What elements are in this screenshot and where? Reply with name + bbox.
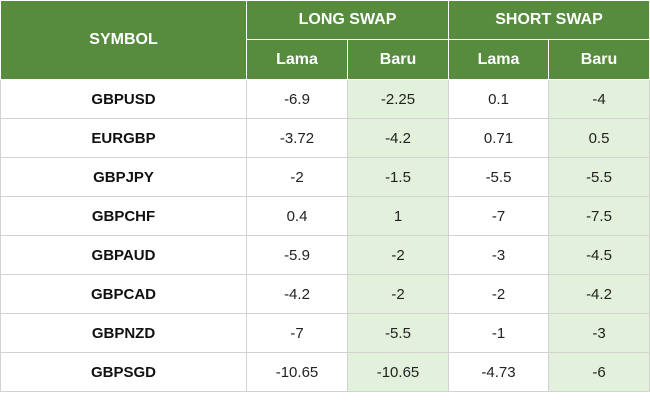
- long-baru-cell: -10.65: [347, 352, 449, 392]
- table-row: GBPJPY -2 -1.5 -5.5 -5.5: [0, 157, 650, 197]
- long-baru-header: Baru: [347, 39, 449, 80]
- long-baru-cell: -2: [347, 235, 449, 275]
- long-baru-cell: -5.5: [347, 313, 449, 353]
- swap-rates-table: SYMBOL LONG SWAP SHORT SWAP Lama Baru La…: [0, 0, 650, 392]
- short-lama-cell: -3: [448, 235, 549, 275]
- short-lama-header: Lama: [448, 39, 549, 80]
- table-header: SYMBOL LONG SWAP SHORT SWAP Lama Baru La…: [0, 0, 650, 80]
- header-row-subcolumns: Lama Baru Lama Baru: [1, 39, 650, 80]
- symbol-cell: GBPSGD: [0, 352, 247, 392]
- long-lama-header: Lama: [246, 39, 348, 80]
- short-baru-cell: 0.5: [548, 118, 650, 158]
- long-swap-header: LONG SWAP: [246, 0, 449, 40]
- short-baru-header: Baru: [548, 39, 650, 80]
- table-row: GBPUSD -6.9 -2.25 0.1 -4: [0, 79, 650, 119]
- short-baru-cell: -4.5: [548, 235, 650, 275]
- symbol-cell: GBPCHF: [0, 196, 247, 236]
- short-lama-cell: -1: [448, 313, 549, 353]
- short-lama-cell: -4.73: [448, 352, 549, 392]
- short-baru-cell: -3: [548, 313, 650, 353]
- long-lama-cell: -10.65: [246, 352, 348, 392]
- table-row: GBPCHF 0.4 1 -7 -7.5: [0, 196, 650, 236]
- short-baru-cell: -6: [548, 352, 650, 392]
- short-lama-cell: -5.5: [448, 157, 549, 197]
- long-lama-cell: -7: [246, 313, 348, 353]
- long-lama-cell: -2: [246, 157, 348, 197]
- table-row: GBPAUD -5.9 -2 -3 -4.5: [0, 235, 650, 275]
- table-row: GBPCAD -4.2 -2 -2 -4.2: [0, 274, 650, 314]
- short-lama-cell: -7: [448, 196, 549, 236]
- long-lama-cell: -6.9: [246, 79, 348, 119]
- symbol-column-header: SYMBOL: [0, 0, 247, 80]
- short-lama-cell: 0.1: [448, 79, 549, 119]
- long-baru-cell: -2.25: [347, 79, 449, 119]
- long-lama-cell: -4.2: [246, 274, 348, 314]
- long-baru-cell: -2: [347, 274, 449, 314]
- long-baru-cell: -4.2: [347, 118, 449, 158]
- table-row: GBPNZD -7 -5.5 -1 -3: [0, 313, 650, 353]
- header-row-group: SYMBOL LONG SWAP SHORT SWAP: [0, 0, 650, 80]
- symbol-cell: GBPUSD: [0, 79, 247, 119]
- long-lama-cell: -3.72: [246, 118, 348, 158]
- short-baru-cell: -4: [548, 79, 650, 119]
- long-lama-cell: 0.4: [246, 196, 348, 236]
- long-baru-cell: 1: [347, 196, 449, 236]
- short-swap-header: SHORT SWAP: [448, 0, 650, 40]
- short-lama-cell: -2: [448, 274, 549, 314]
- table-row: EURGBP -3.72 -4.2 0.71 0.5: [0, 118, 650, 158]
- symbol-cell: GBPJPY: [0, 157, 247, 197]
- long-baru-cell: -1.5: [347, 157, 449, 197]
- short-lama-cell: 0.71: [448, 118, 549, 158]
- table-body: GBPUSD -6.9 -2.25 0.1 -4 EURGBP -3.72 -4…: [0, 79, 650, 392]
- long-lama-cell: -5.9: [246, 235, 348, 275]
- table-row: GBPSGD -10.65 -10.65 -4.73 -6: [0, 352, 650, 392]
- short-baru-cell: -4.2: [548, 274, 650, 314]
- short-baru-cell: -5.5: [548, 157, 650, 197]
- symbol-cell: GBPAUD: [0, 235, 247, 275]
- short-baru-cell: -7.5: [548, 196, 650, 236]
- symbol-cell: EURGBP: [0, 118, 247, 158]
- symbol-cell: GBPCAD: [0, 274, 247, 314]
- symbol-cell: GBPNZD: [0, 313, 247, 353]
